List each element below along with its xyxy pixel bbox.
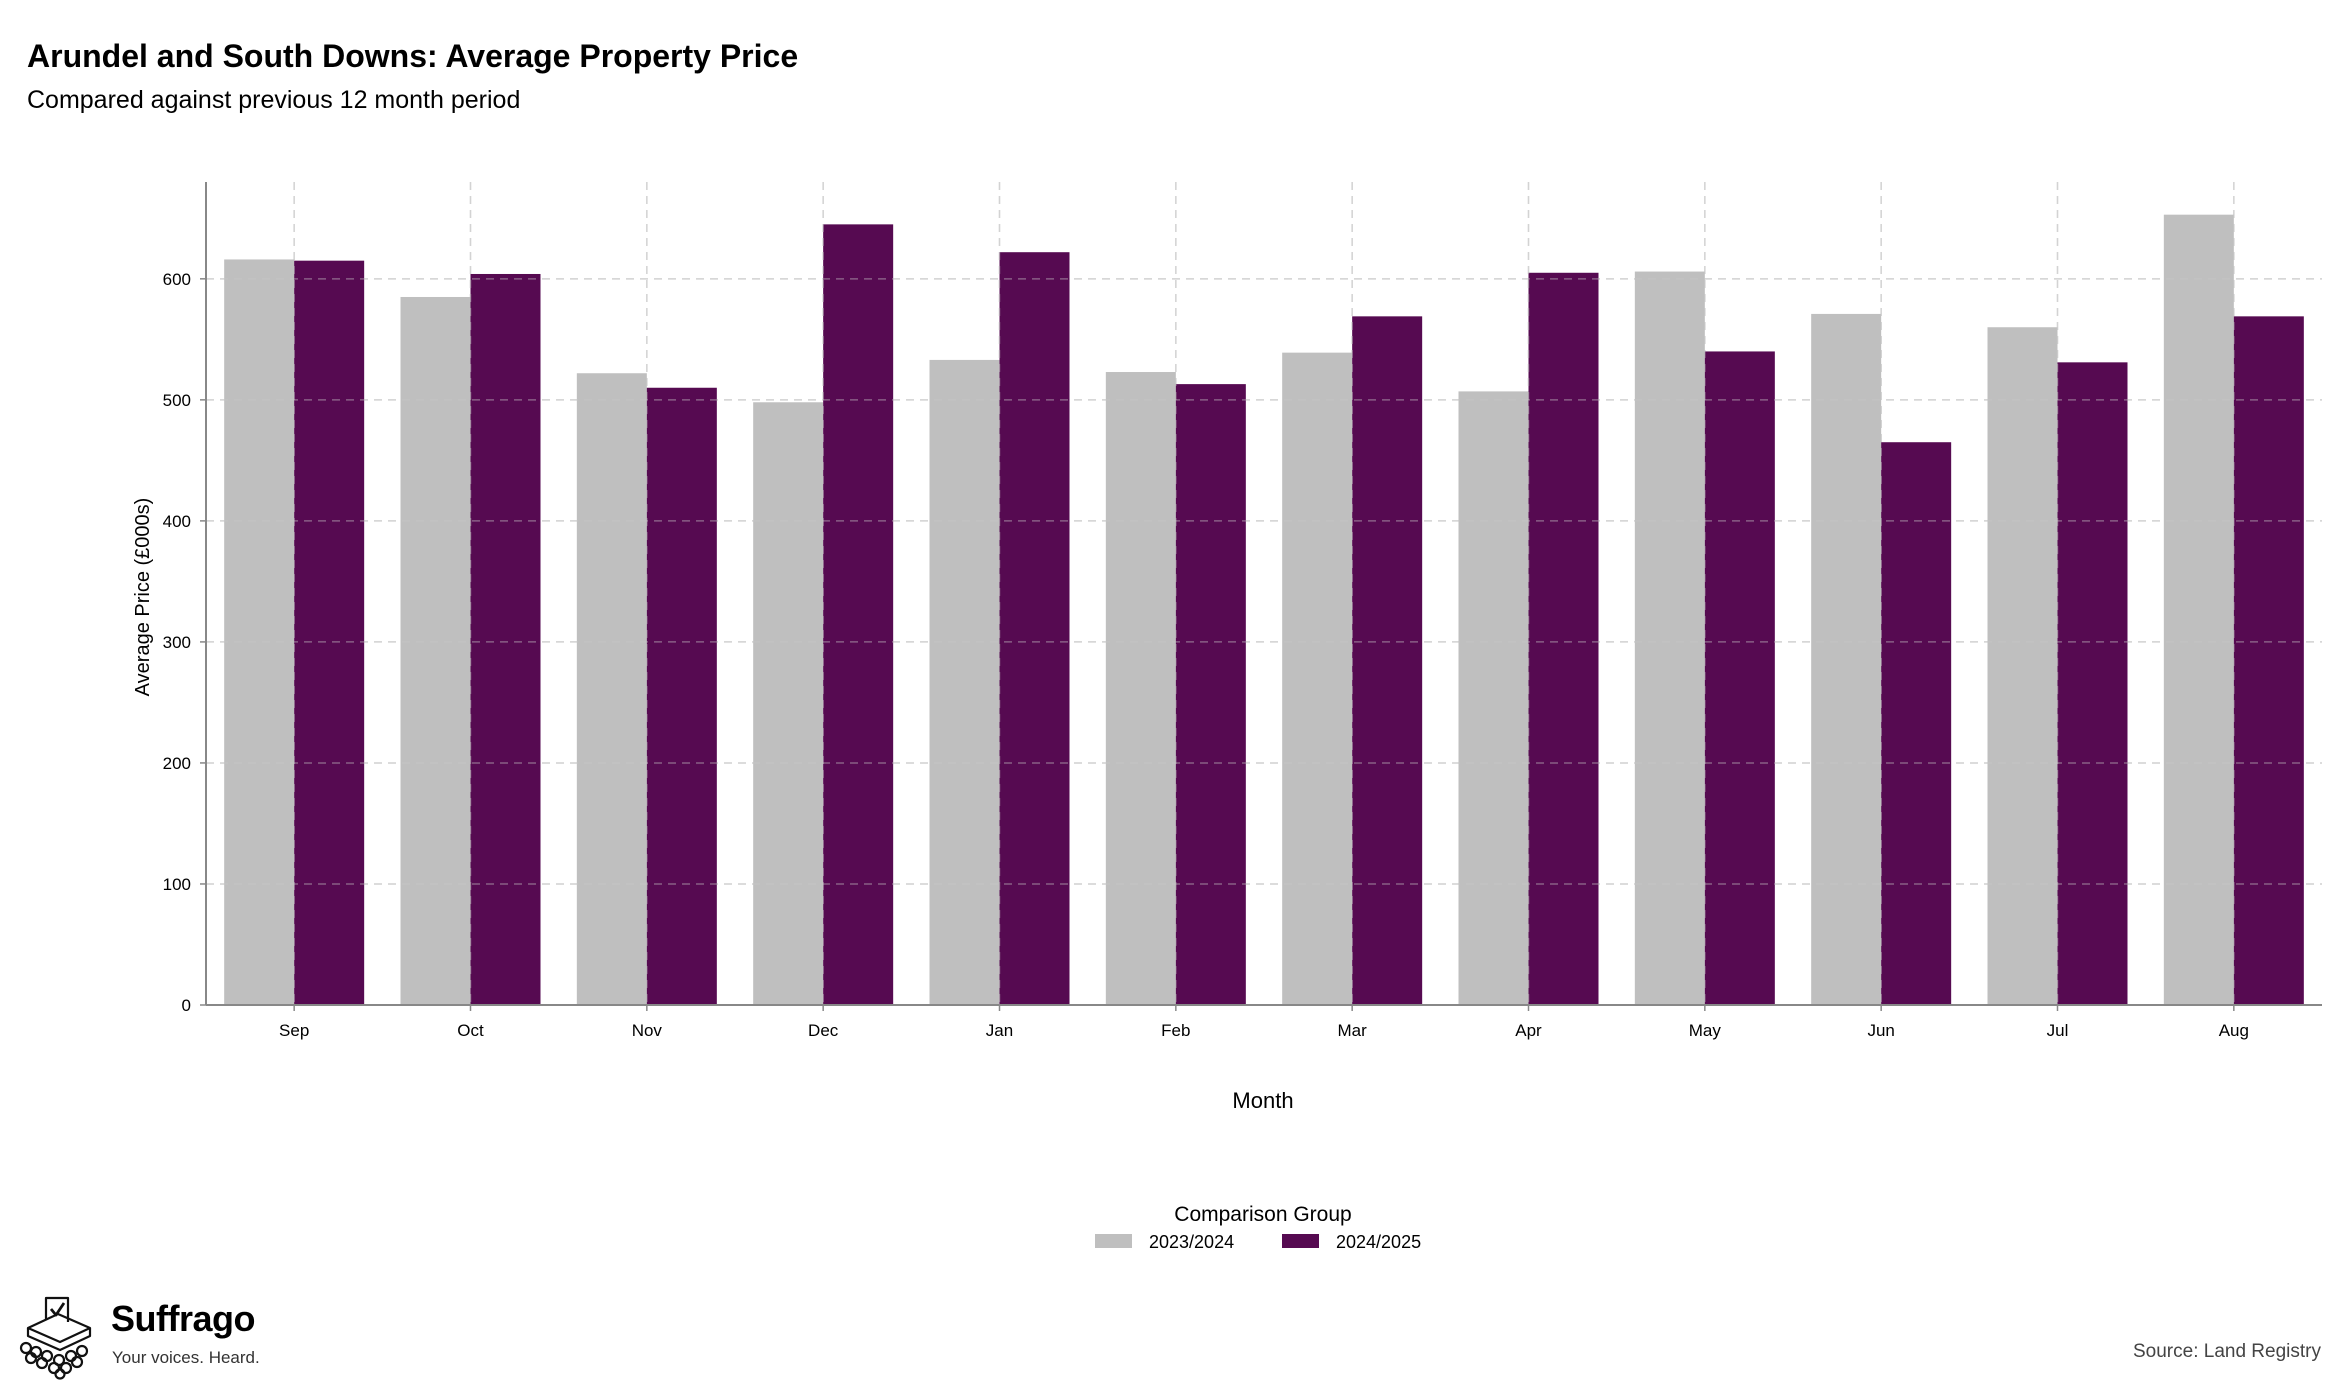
x-tick-label-nov: Nov bbox=[632, 1021, 663, 1040]
x-tick-label-jan: Jan bbox=[986, 1021, 1013, 1040]
y-tick-label: 500 bbox=[163, 391, 191, 410]
bar-2023-2024-may bbox=[1634, 271, 1705, 1005]
bar-2024-2025-jun bbox=[1881, 442, 1952, 1005]
legend-label: 2023/2024 bbox=[1149, 1232, 1234, 1252]
y-tick-label: 200 bbox=[163, 754, 191, 773]
bar-2024-2025-dec bbox=[823, 224, 894, 1005]
y-tick-label: 600 bbox=[163, 270, 191, 289]
bar-2023-2024-jun bbox=[1811, 313, 1882, 1005]
bar-2023-2024-jan bbox=[929, 359, 1000, 1006]
x-tick-label-mar: Mar bbox=[1338, 1021, 1368, 1040]
axes: 0 100 200 300 400 500 600 Sep Oct Nov Dec Jan Feb Mar… bbox=[163, 182, 2322, 1040]
x-tick-label-apr: Apr bbox=[1515, 1021, 1542, 1040]
legend-label: 2024/2025 bbox=[1336, 1232, 1421, 1252]
y-axis-title: Average Price (£000s) bbox=[132, 498, 154, 697]
bar-2024-2025-nov bbox=[646, 387, 717, 1005]
x-axis-title: Month bbox=[1232, 1088, 1293, 1113]
x-tick-label-jul: Jul bbox=[2047, 1021, 2069, 1040]
y-tick-label: 300 bbox=[163, 633, 191, 652]
bar-2024-2025-mar bbox=[1352, 316, 1423, 1005]
bar-2023-2024-oct bbox=[400, 296, 471, 1006]
bar-2024-2025-sep bbox=[294, 260, 365, 1005]
x-tick-label-oct: Oct bbox=[457, 1021, 484, 1040]
chart-title: Arundel and South Downs: Average Propert… bbox=[27, 38, 799, 74]
legend-title: Comparison Group bbox=[1174, 1203, 1351, 1226]
bar-2024-2025-oct bbox=[470, 273, 541, 1005]
x-tick-label-may: May bbox=[1689, 1021, 1722, 1040]
bar-2024-2025-aug bbox=[2233, 316, 2304, 1005]
y-tick-label: 0 bbox=[182, 996, 191, 1015]
bars bbox=[206, 182, 2322, 1006]
x-tick-label-aug: Aug bbox=[2219, 1021, 2249, 1040]
bar-2023-2024-feb bbox=[1105, 372, 1176, 1005]
source-note: Source: Land Registry bbox=[2133, 1341, 2321, 1362]
x-tick-label-sep: Sep bbox=[279, 1021, 309, 1040]
bar-2024-2025-jul bbox=[2057, 362, 2128, 1005]
bar-2023-2024-apr bbox=[1458, 391, 1529, 1006]
legend-swatch bbox=[1095, 1234, 1132, 1248]
bar-2023-2024-aug bbox=[2163, 214, 2234, 1005]
bar-2023-2024-dec bbox=[753, 402, 824, 1005]
x-tick-label-dec: Dec bbox=[808, 1021, 839, 1040]
y-tick-label: 400 bbox=[163, 512, 191, 531]
bar-2024-2025-apr bbox=[1528, 272, 1599, 1005]
brand-tagline: Your voices. Heard. bbox=[112, 1348, 260, 1367]
bar-2023-2024-nov bbox=[576, 373, 647, 1006]
y-tick-label: 100 bbox=[163, 875, 191, 894]
bar-2024-2025-may bbox=[1704, 351, 1775, 1005]
ballot-box-icon bbox=[19, 1296, 92, 1380]
bar-2023-2024-sep bbox=[224, 259, 295, 1005]
x-tick-label-feb: Feb bbox=[1161, 1021, 1190, 1040]
chart-subtitle: Compared against previous 12 month perio… bbox=[27, 86, 521, 114]
brand-logo: Suffrago Your voices. Heard. bbox=[14, 1290, 314, 1380]
legend: 2023/2024 2024/2025 bbox=[1095, 1232, 1421, 1252]
brand-name: Suffrago bbox=[111, 1298, 256, 1339]
x-tick-label-jun: Jun bbox=[1867, 1021, 1894, 1040]
legend-swatch bbox=[1282, 1234, 1319, 1248]
bar-2023-2024-jul bbox=[1987, 327, 2058, 1005]
bar-2024-2025-feb bbox=[1175, 384, 1246, 1005]
bar-2024-2025-jan bbox=[999, 252, 1070, 1006]
bar-2023-2024-mar bbox=[1282, 352, 1353, 1005]
